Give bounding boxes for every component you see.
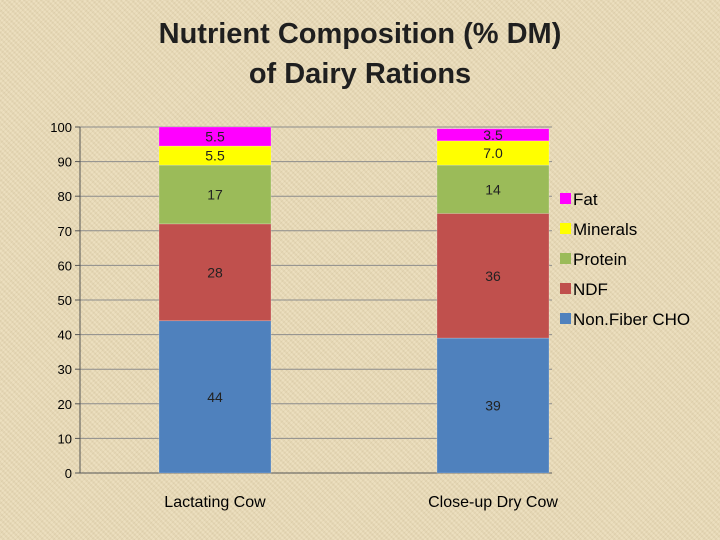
x-category-label-2: Close-up Dry Cow: [428, 494, 558, 511]
y-tick-label-40: 40: [58, 328, 72, 343]
y-tick-label-10: 10: [58, 431, 72, 446]
legend-swatch-non-fiber-cho: [560, 313, 571, 324]
legend-swatch-minerals: [560, 223, 571, 234]
bar-segment-ndf-2: [436, 213, 550, 339]
data-label-non-fiber-cho-2: 39: [485, 398, 501, 414]
bar-segment-non-fiber-cho-2: [436, 337, 550, 474]
bar-segment-fat-1: [158, 126, 272, 147]
y-tick-label-20: 20: [58, 397, 72, 412]
data-label-protein-1: 17: [207, 186, 223, 202]
y-tick-label-50: 50: [58, 293, 72, 308]
legend-swatch-ndf: [560, 283, 571, 294]
data-label-minerals-2: 7.0: [483, 145, 503, 161]
legend-label-non-fiber-cho: Non.Fiber CHO: [573, 310, 690, 329]
bar-segment-fat-2: [436, 128, 550, 142]
legend-label-ndf: NDF: [573, 280, 608, 299]
bar-segment-minerals-2: [436, 140, 550, 166]
legend-swatch-protein: [560, 253, 571, 264]
data-label-protein-2: 14: [485, 181, 501, 197]
y-tick-label-60: 60: [58, 258, 72, 273]
y-tick-label-80: 80: [58, 189, 72, 204]
chart-title-line-2: of Dairy Rations: [248, 58, 472, 90]
bar-segment-ndf-1: [158, 223, 272, 322]
legend-label-minerals: Minerals: [573, 220, 637, 239]
legend-label-protein: Protein: [573, 250, 627, 269]
bar-segment-protein-2: [436, 164, 550, 214]
data-label-fat-1: 5.5: [205, 129, 225, 145]
y-tick-label-70: 70: [58, 224, 72, 239]
legend-label-fat: Fat: [573, 190, 598, 209]
data-label-ndf-2: 36: [485, 268, 501, 284]
legend-swatch-fat: [560, 193, 571, 204]
y-tick-label-90: 90: [58, 155, 72, 170]
chart-title: Nutrient Composition (% DM) of Dairy Rat…: [0, 14, 720, 94]
x-category-label-1: Lactating Cow: [164, 494, 266, 511]
bar-segment-non-fiber-cho-1: [158, 320, 272, 474]
data-label-ndf-1: 28: [207, 264, 223, 280]
bar-segment-protein-1: [158, 164, 272, 225]
y-tick-label-0: 0: [65, 466, 72, 481]
data-label-non-fiber-cho-1: 44: [207, 389, 223, 405]
chart-title-line-1: Nutrient Composition (% DM): [158, 18, 562, 50]
data-label-fat-2: 3.5: [483, 127, 503, 143]
data-label-minerals-1: 5.5: [205, 148, 225, 164]
y-tick-label-30: 30: [58, 362, 72, 377]
y-tick-label-100: 100: [50, 120, 72, 135]
